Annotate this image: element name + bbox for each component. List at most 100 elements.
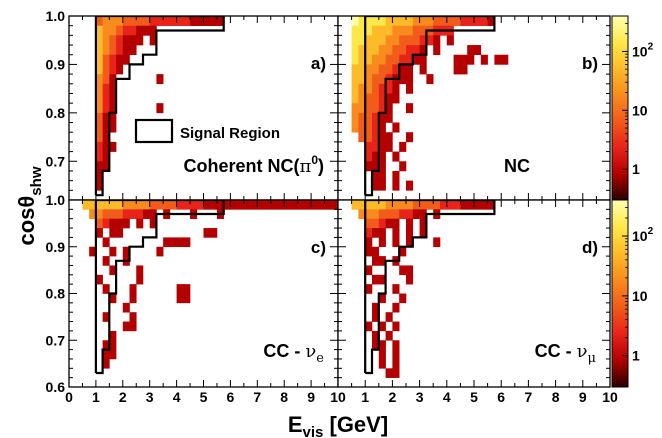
heatmap-cell bbox=[365, 112, 373, 123]
heatmap-cell bbox=[116, 54, 124, 65]
heatmap-cell bbox=[365, 64, 373, 75]
heatmap-cell bbox=[392, 237, 400, 248]
heatmap-cell bbox=[392, 93, 400, 104]
heatmap-cell bbox=[102, 16, 110, 26]
heatmap-cell bbox=[102, 83, 110, 94]
heatmap-cell bbox=[494, 54, 502, 65]
heatmap-cell bbox=[129, 293, 137, 304]
heatmap-cell bbox=[372, 83, 380, 94]
heatmap-cell bbox=[419, 45, 427, 56]
signal-region-contour bbox=[94, 200, 225, 375]
heatmap-cell bbox=[372, 340, 380, 350]
heatmap-cell bbox=[372, 93, 380, 104]
heatmap-cell bbox=[102, 161, 110, 172]
heatmap-cell bbox=[95, 64, 103, 75]
heatmap-cell bbox=[426, 200, 434, 210]
heatmap-cell bbox=[406, 103, 414, 114]
heatmap-cell bbox=[351, 122, 359, 133]
heatmap-cell bbox=[392, 218, 400, 229]
heatmap-cell bbox=[102, 349, 110, 360]
heatmap-cell bbox=[467, 45, 475, 56]
heatmap-cell bbox=[467, 54, 475, 65]
heatmap-cell bbox=[102, 35, 110, 46]
heatmap-cell bbox=[399, 293, 407, 304]
heatmap-cell bbox=[129, 284, 137, 294]
heatmap-cell bbox=[385, 312, 393, 322]
x-tick-label: 2 bbox=[119, 389, 127, 405]
heatmap-cell bbox=[116, 228, 124, 238]
heatmap-cell bbox=[392, 321, 400, 332]
heatmap-cell bbox=[392, 122, 400, 133]
heatmap-cell bbox=[365, 209, 373, 219]
heatmap-cell bbox=[412, 45, 420, 56]
panel-title-main: CC - bbox=[263, 341, 305, 361]
heatmap-cell bbox=[149, 209, 157, 219]
heatmap-cell bbox=[331, 200, 338, 210]
heatmap-cell bbox=[89, 246, 97, 257]
heatmap-cell bbox=[358, 54, 366, 65]
heatmap-cell bbox=[406, 237, 414, 248]
heatmap-cell bbox=[129, 312, 137, 322]
heatmap-cell bbox=[95, 93, 103, 104]
panel-d-cells bbox=[351, 200, 495, 378]
x-axis-title-sub: vis bbox=[303, 424, 324, 438]
heatmap-cell bbox=[149, 25, 157, 36]
heatmap-cell bbox=[102, 141, 110, 152]
x-tick-label: 4 bbox=[443, 389, 451, 405]
heatmap-cell bbox=[358, 209, 366, 219]
heatmap-cell bbox=[378, 83, 386, 94]
heatmap-cell bbox=[406, 274, 414, 285]
heatmap-cell bbox=[399, 64, 407, 75]
heatmap-cell bbox=[453, 200, 461, 210]
panel-title-main: CC - bbox=[535, 341, 577, 361]
heatmap-cell bbox=[433, 35, 441, 46]
heatmap-cell bbox=[365, 321, 373, 332]
heatmap-cell bbox=[385, 25, 393, 36]
panel-c: 0.6 0.7 0.8 0.9 1.0 0 1 2 3 4 5 6 7 8 9 10 c) CC - νe bbox=[46, 192, 346, 405]
heatmap-cell bbox=[163, 200, 171, 210]
heatmap-cell bbox=[109, 228, 117, 238]
heatmap-cell bbox=[136, 209, 144, 219]
heatmap-cell bbox=[392, 228, 400, 238]
heatmap-cell bbox=[210, 16, 218, 26]
heatmap-cell bbox=[95, 16, 103, 26]
heatmap-cell bbox=[351, 93, 359, 104]
heatmap-cell bbox=[109, 122, 117, 133]
heatmap-cell bbox=[156, 200, 164, 210]
heatmap-cell bbox=[203, 200, 211, 210]
colorbar-frame bbox=[611, 199, 629, 388]
heatmap-cell bbox=[406, 228, 414, 238]
heatmap-cell bbox=[129, 35, 137, 46]
heatmap-cell bbox=[358, 74, 366, 85]
heatmap-cell bbox=[385, 368, 393, 378]
heatmap-cell bbox=[116, 35, 124, 46]
heatmap-cell bbox=[392, 16, 400, 26]
panel-a: 0.7 0.8 0.9 1.0 a) Coherent NC(π0) bbox=[46, 8, 339, 201]
heatmap-cell bbox=[372, 302, 380, 313]
heatmap-cell bbox=[419, 16, 427, 26]
heatmap-cell bbox=[270, 200, 278, 210]
heatmap-cell bbox=[95, 209, 103, 219]
heatmap-cell bbox=[480, 16, 488, 26]
heatmap-cell bbox=[142, 25, 150, 36]
heatmap-cell bbox=[480, 54, 488, 65]
heatmap-cell bbox=[102, 112, 110, 123]
heatmap-cell bbox=[365, 284, 373, 294]
heatmap-cell bbox=[365, 122, 373, 133]
heatmap-cell bbox=[149, 200, 157, 210]
panels-layer: 0.70.80.91.0a)Coherent NC(π0)b)NC0.60.70… bbox=[46, 8, 618, 405]
heatmap-cell bbox=[392, 83, 400, 94]
heatmap-cell bbox=[365, 16, 373, 26]
heatmap-cell bbox=[378, 45, 386, 56]
heatmap-cell bbox=[142, 16, 150, 26]
x-tick-label: 10 bbox=[602, 389, 618, 405]
heatmap-cell bbox=[109, 83, 117, 94]
heatmap-cell bbox=[385, 45, 393, 56]
heatmap-cell bbox=[311, 200, 319, 210]
heatmap-cell bbox=[183, 200, 191, 210]
heatmap-cell bbox=[210, 228, 218, 238]
heatmap-cell bbox=[392, 180, 400, 191]
heatmap-cell bbox=[95, 200, 103, 210]
heatmap-cell bbox=[95, 45, 103, 56]
